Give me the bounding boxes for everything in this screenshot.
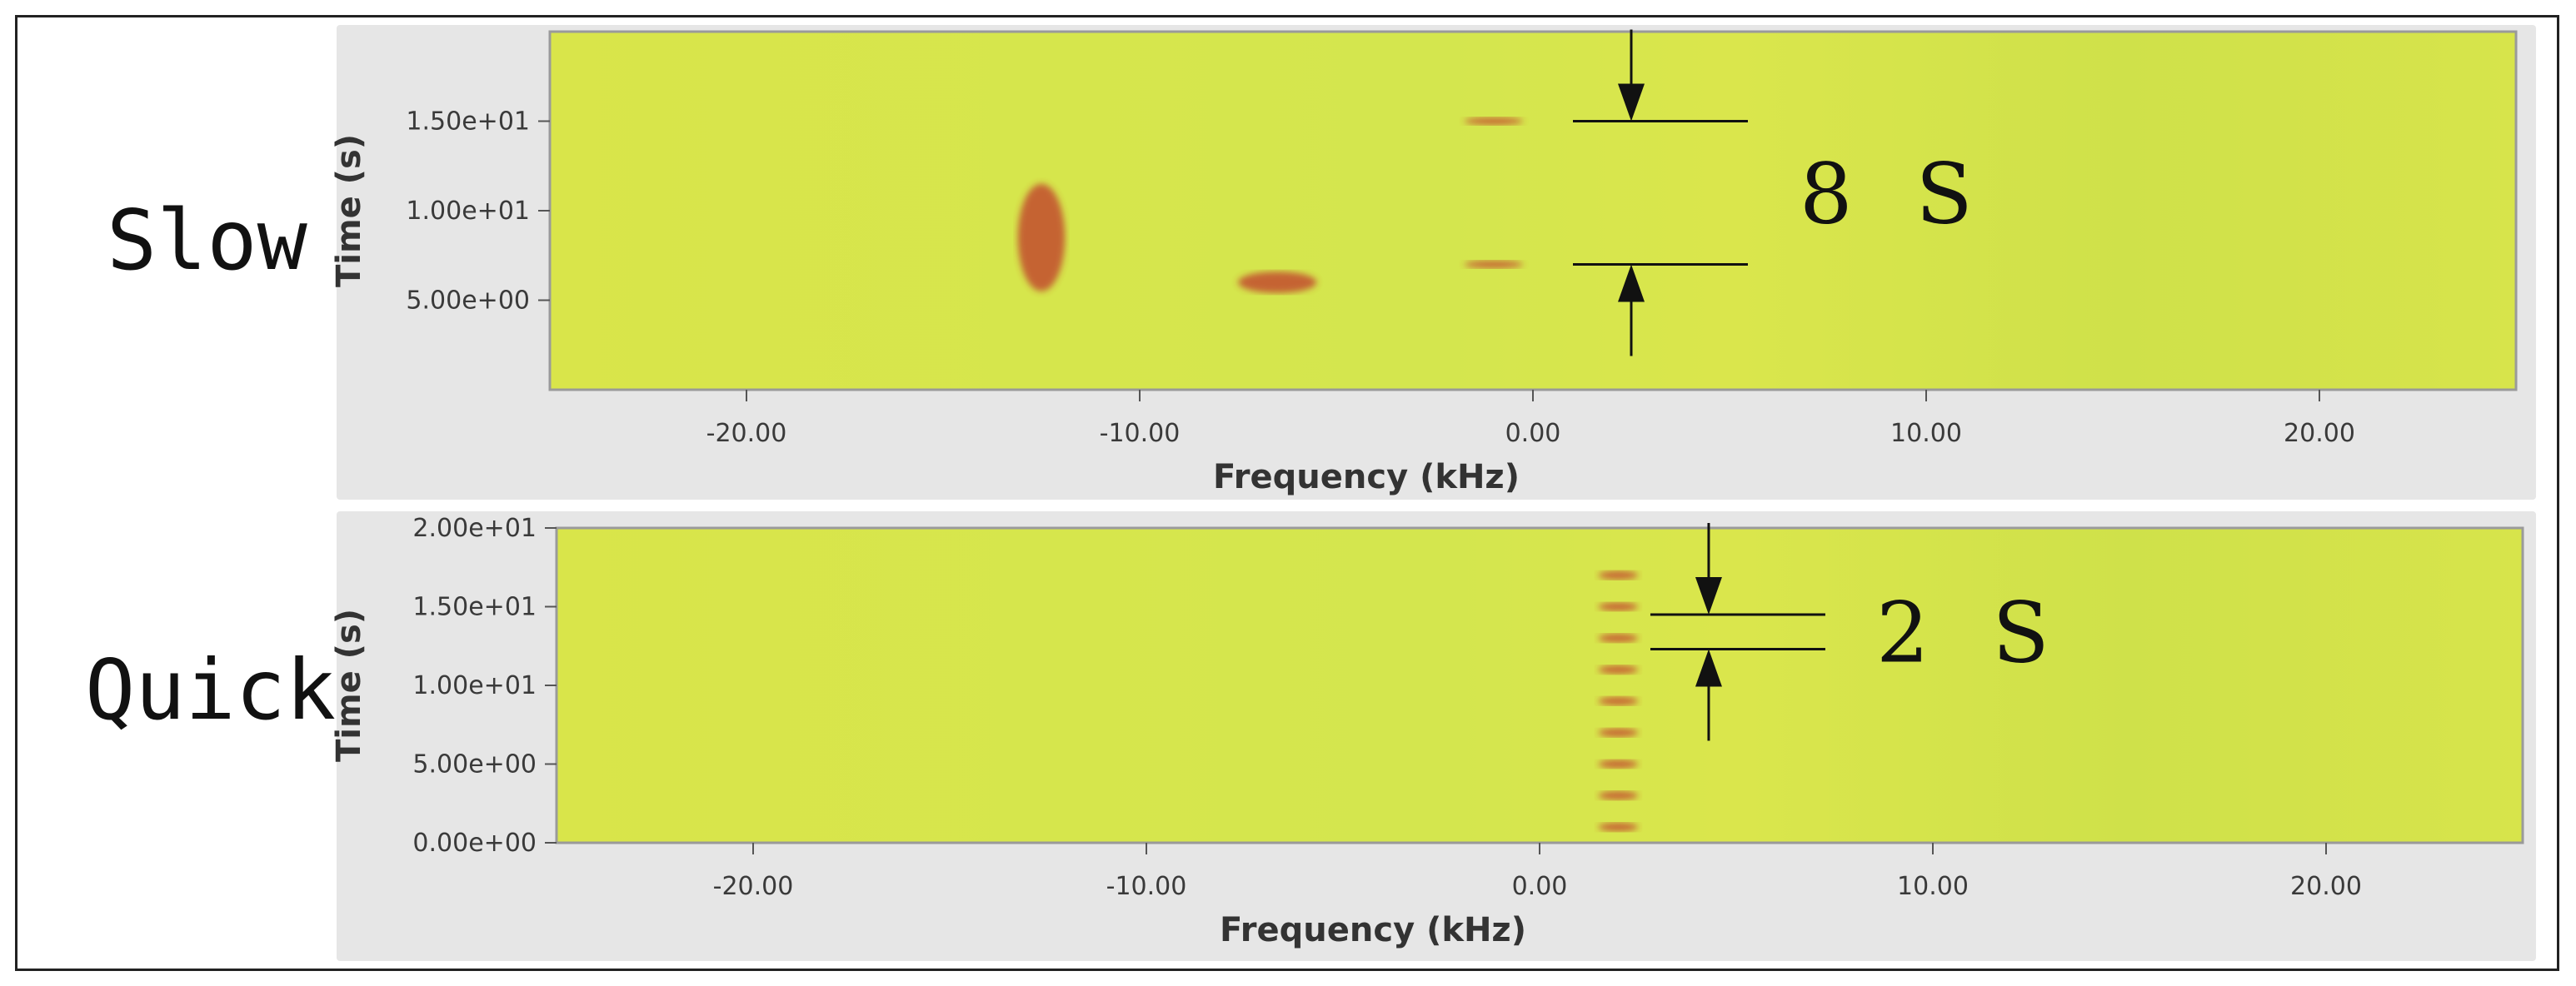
slow-xtick-label-0: -20.00 bbox=[706, 419, 787, 448]
quick-xtick-label-3: 10.00 bbox=[1897, 872, 1969, 901]
slow-interval-annotation: 8 S bbox=[1800, 146, 1991, 243]
slow-xaxis-title: Frequency (kHz) bbox=[1213, 458, 1520, 496]
quick-burst-4 bbox=[1598, 696, 1639, 705]
quick-ytick-label-1: 5.00e+00 bbox=[412, 750, 537, 779]
slow-yaxis-title: Time (s) bbox=[330, 134, 368, 287]
quick-burst-0 bbox=[1598, 823, 1639, 832]
quick-ytick-label-3: 1.50e+01 bbox=[412, 593, 537, 622]
quick-xtick-label-0: -20.00 bbox=[713, 872, 794, 901]
slow-xtick-label-4: 20.00 bbox=[2284, 419, 2355, 448]
slow-label: Slow bbox=[107, 192, 307, 289]
slow-xtick-label-2: 0.00 bbox=[1505, 419, 1561, 448]
quick-xtick-label-4: 20.00 bbox=[2290, 872, 2362, 901]
quick-marker-arrow-up-icon bbox=[1695, 649, 1722, 687]
slow-xtick-label-1: -10.00 bbox=[1100, 419, 1181, 448]
quick-yaxis-title: Time (s) bbox=[330, 609, 368, 762]
quick-interval-annotation: 2 S bbox=[1876, 585, 2068, 682]
slow-burst-3 bbox=[1464, 261, 1524, 268]
quick-plot-area bbox=[555, 526, 2524, 844]
quick-burst-2 bbox=[1598, 759, 1639, 769]
slow-burst-2 bbox=[1464, 117, 1524, 125]
quick-burst-5 bbox=[1598, 665, 1639, 675]
quick-burst-3 bbox=[1598, 728, 1639, 737]
quick-burst-7 bbox=[1598, 602, 1639, 611]
slow-xtick-label-3: 10.00 bbox=[1890, 419, 1962, 448]
quick-burst-8 bbox=[1598, 570, 1639, 580]
slow-ytick-label-1: 1.00e+01 bbox=[406, 197, 530, 226]
quick-burst-6 bbox=[1598, 634, 1639, 643]
quick-xaxis-title: Frequency (kHz) bbox=[1220, 911, 1526, 949]
quick-marker-arrow-down-icon bbox=[1695, 576, 1722, 615]
quick-burst-1 bbox=[1598, 791, 1639, 800]
slow-marker-arrow-up-icon bbox=[1618, 264, 1645, 302]
slow-burst-1 bbox=[1238, 271, 1317, 293]
slow-marker-arrow-down-icon bbox=[1618, 83, 1645, 122]
quick-xtick-label-1: -10.00 bbox=[1106, 872, 1187, 901]
quick-ytick-label-0: 0.00e+00 bbox=[412, 829, 537, 858]
quick-ytick-label-4: 2.00e+01 bbox=[412, 514, 537, 543]
quick-label: Quick bbox=[85, 641, 337, 739]
quick-ytick-label-2: 1.00e+01 bbox=[412, 671, 537, 700]
quick-xtick-label-2: 0.00 bbox=[1512, 872, 1568, 901]
slow-ytick-label-2: 1.50e+01 bbox=[406, 107, 530, 137]
slow-plot-area bbox=[548, 30, 2518, 391]
slow-ytick-label-0: 5.00e+00 bbox=[406, 286, 530, 316]
slow-burst-0 bbox=[1017, 183, 1066, 291]
